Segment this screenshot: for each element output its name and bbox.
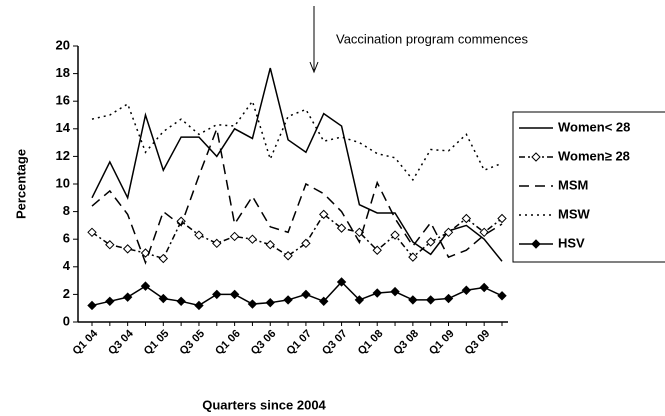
marker xyxy=(372,245,382,255)
marker xyxy=(283,295,293,305)
marker xyxy=(531,239,541,249)
marker xyxy=(443,227,454,238)
legend-box xyxy=(512,111,665,263)
x-axis-label: Quarters since 2004 xyxy=(202,397,326,412)
y-tick-label: 12 xyxy=(56,148,70,163)
x-tick-label: Q1 06 xyxy=(213,328,243,358)
x-tick-label: Q3 07 xyxy=(320,328,350,358)
y-tick-label: 6 xyxy=(63,231,70,246)
series-line xyxy=(91,67,503,262)
marker xyxy=(247,299,258,309)
marker xyxy=(194,300,204,311)
marker xyxy=(425,237,436,247)
marker xyxy=(265,297,275,308)
marker xyxy=(212,289,222,300)
legend-label: MSW xyxy=(558,206,591,221)
x-tick-label: Q1 07 xyxy=(284,328,314,358)
marker xyxy=(390,230,400,240)
annotation-arrowhead xyxy=(309,61,319,74)
marker xyxy=(531,152,541,162)
marker xyxy=(265,240,275,250)
marker xyxy=(158,253,169,264)
marker xyxy=(87,227,97,238)
legend-label: Women≥ 28 xyxy=(558,148,630,163)
series-line xyxy=(91,213,503,260)
marker xyxy=(372,288,382,298)
annotation: Vaccination program commences xyxy=(336,31,528,46)
marker xyxy=(283,251,293,261)
marker xyxy=(497,291,507,301)
x-tick-label: Q3 08 xyxy=(391,328,421,358)
marker xyxy=(140,281,151,291)
x-tick-label: Q1 05 xyxy=(142,328,172,358)
marker xyxy=(479,227,489,238)
y-tick-label: 20 xyxy=(56,37,70,52)
legend-label: HSV xyxy=(558,235,585,250)
x-tick-label: Q3 04 xyxy=(106,327,136,357)
marker xyxy=(461,213,472,224)
marker xyxy=(443,293,454,304)
series-line xyxy=(91,280,503,307)
y-tick-label: 16 xyxy=(56,93,70,108)
marker xyxy=(408,295,418,305)
marker xyxy=(336,277,347,287)
y-axis-label: Percentage xyxy=(13,149,28,219)
marker xyxy=(229,289,240,300)
x-tick-label: Q3 05 xyxy=(177,328,207,358)
marker xyxy=(229,231,240,242)
marker xyxy=(158,293,169,304)
x-tick-label: Q1 04 xyxy=(70,327,100,357)
marker xyxy=(301,238,311,249)
marker xyxy=(354,295,365,305)
y-tick-label: 8 xyxy=(63,203,70,218)
x-tick-label: Q3 06 xyxy=(249,328,279,358)
marker xyxy=(122,244,133,254)
marker xyxy=(408,252,418,262)
y-tick-label: 14 xyxy=(56,120,71,135)
marker xyxy=(390,286,400,297)
marker xyxy=(301,289,311,300)
series-line xyxy=(91,99,503,182)
marker xyxy=(105,240,115,250)
marker xyxy=(319,296,329,307)
x-tick-label: Q1 08 xyxy=(356,328,386,358)
x-tick-label: Q1 09 xyxy=(427,328,457,358)
marker xyxy=(497,213,507,224)
marker xyxy=(425,295,436,305)
marker xyxy=(87,300,97,311)
y-tick-label: 4 xyxy=(63,258,71,273)
marker xyxy=(194,230,204,240)
marker xyxy=(479,282,489,293)
y-tick-label: 18 xyxy=(56,65,70,80)
marker xyxy=(319,209,329,220)
y-tick-label: 0 xyxy=(63,313,70,328)
series-line xyxy=(91,126,503,265)
legend-label: MSM xyxy=(558,177,588,192)
marker xyxy=(336,223,347,233)
marker xyxy=(105,296,115,307)
x-tick-label: Q3 09 xyxy=(463,328,493,358)
y-tick-label: 2 xyxy=(63,286,70,301)
marker xyxy=(122,292,133,302)
marker xyxy=(212,238,222,249)
marker xyxy=(176,296,186,307)
marker xyxy=(247,234,258,244)
y-tick-label: 10 xyxy=(56,175,70,190)
marker xyxy=(461,285,472,295)
legend-label: Women< 28 xyxy=(558,119,630,134)
